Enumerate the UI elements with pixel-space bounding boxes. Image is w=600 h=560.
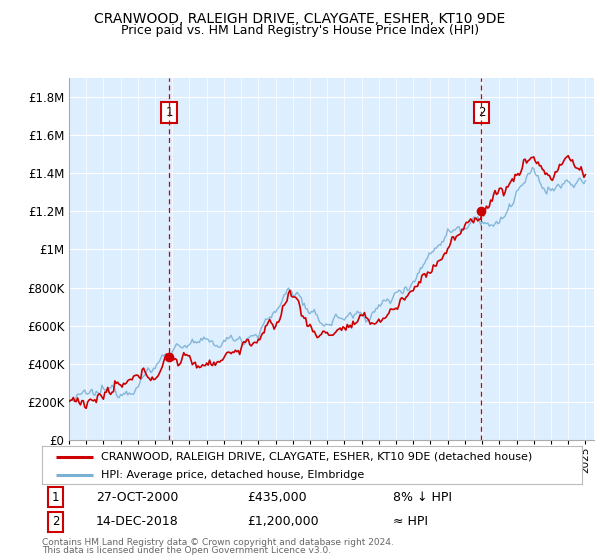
Text: Contains HM Land Registry data © Crown copyright and database right 2024.: Contains HM Land Registry data © Crown c… bbox=[42, 538, 394, 547]
Text: 1: 1 bbox=[166, 106, 173, 119]
Text: CRANWOOD, RALEIGH DRIVE, CLAYGATE, ESHER, KT10 9DE (detached house): CRANWOOD, RALEIGH DRIVE, CLAYGATE, ESHER… bbox=[101, 451, 533, 461]
Text: Price paid vs. HM Land Registry's House Price Index (HPI): Price paid vs. HM Land Registry's House … bbox=[121, 24, 479, 36]
Text: 2: 2 bbox=[478, 106, 485, 119]
Text: 2: 2 bbox=[52, 515, 59, 528]
Text: ≈ HPI: ≈ HPI bbox=[393, 515, 428, 528]
Text: This data is licensed under the Open Government Licence v3.0.: This data is licensed under the Open Gov… bbox=[42, 546, 331, 555]
Text: £1,200,000: £1,200,000 bbox=[247, 515, 319, 528]
Text: 1: 1 bbox=[52, 491, 59, 504]
Text: CRANWOOD, RALEIGH DRIVE, CLAYGATE, ESHER, KT10 9DE: CRANWOOD, RALEIGH DRIVE, CLAYGATE, ESHER… bbox=[94, 12, 506, 26]
Text: 14-DEC-2018: 14-DEC-2018 bbox=[96, 515, 179, 528]
Text: HPI: Average price, detached house, Elmbridge: HPI: Average price, detached house, Elmb… bbox=[101, 470, 365, 480]
Text: £435,000: £435,000 bbox=[247, 491, 307, 504]
Text: 8% ↓ HPI: 8% ↓ HPI bbox=[393, 491, 452, 504]
Text: 27-OCT-2000: 27-OCT-2000 bbox=[96, 491, 178, 504]
